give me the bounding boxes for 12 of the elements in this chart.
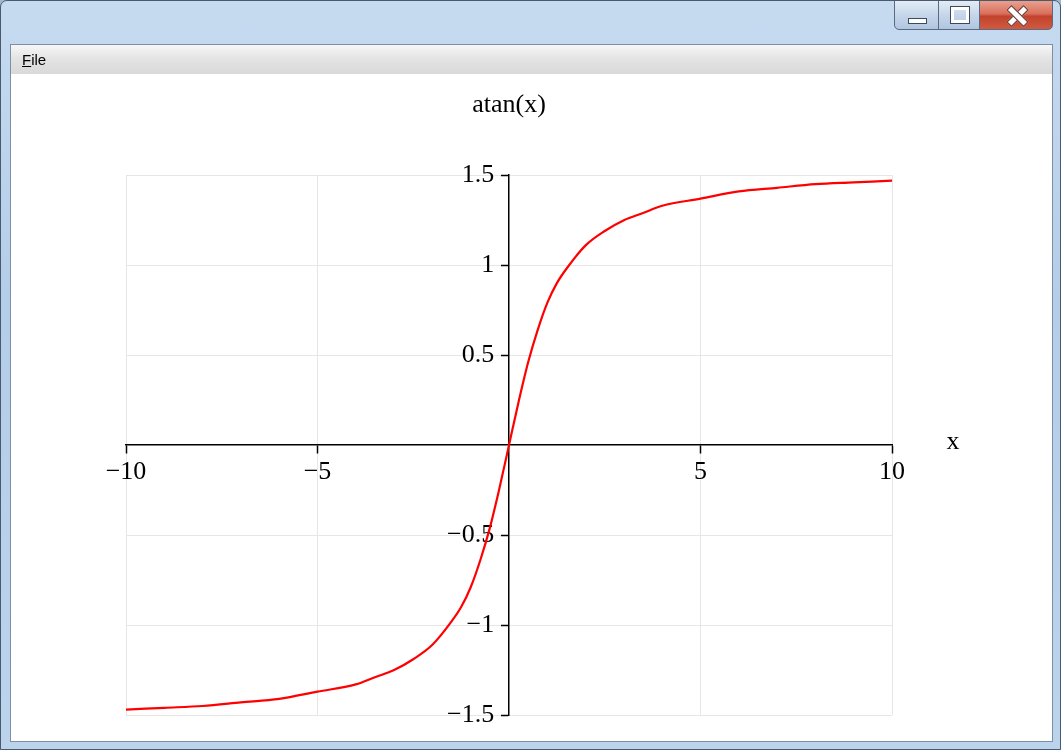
y-tick-label: −1 bbox=[466, 608, 495, 638]
y-tick-label: 1 bbox=[481, 248, 495, 278]
chart-title: atan(x) bbox=[472, 89, 546, 119]
y-tick-label: 1.5 bbox=[461, 159, 495, 189]
x-tick-label: −10 bbox=[105, 455, 147, 485]
x-tick-label: −5 bbox=[303, 455, 332, 485]
x-tick-label: 5 bbox=[694, 455, 707, 485]
menu-bar: File bbox=[11, 45, 1052, 74]
x-axis-title: x bbox=[946, 425, 960, 455]
x-tick-label: 10 bbox=[879, 455, 905, 485]
y-tick-label: −1.5 bbox=[447, 698, 495, 728]
y-tick-label: 0.5 bbox=[461, 338, 495, 368]
